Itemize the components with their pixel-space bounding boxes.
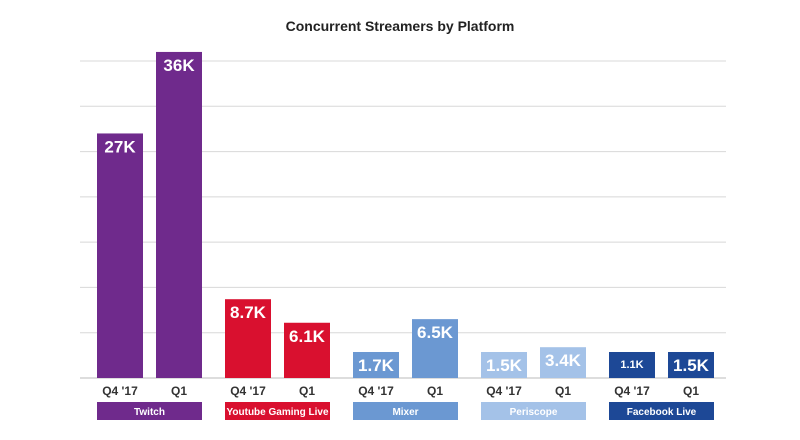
bar: [609, 352, 655, 378]
group-label-band: [97, 402, 202, 420]
x-tick-label: Q4 '17: [230, 384, 266, 398]
bar: [97, 133, 143, 378]
group-label-band: [609, 402, 714, 420]
group-label-band: [353, 402, 458, 420]
data-label: 1.7K: [358, 356, 395, 375]
data-label: 6.5K: [417, 323, 454, 342]
bar: [412, 319, 458, 378]
group-label: Facebook Live: [627, 407, 697, 418]
x-tick-label: Q4 '17: [102, 384, 138, 398]
x-tick-label: Q4 '17: [358, 384, 394, 398]
x-tick-label: Q1: [171, 384, 187, 398]
data-label: 1.5K: [673, 356, 710, 375]
group-label: Mixer: [392, 407, 418, 418]
data-label: 27K: [104, 137, 136, 156]
bar: [668, 352, 714, 378]
x-tick-label: Q1: [427, 384, 443, 398]
data-label: 3.4K: [545, 351, 582, 370]
bar: [353, 352, 399, 378]
x-tick-label: Q1: [683, 384, 699, 398]
group-label-band: [481, 402, 586, 420]
data-label: 36K: [163, 56, 195, 75]
data-label: 6.1K: [289, 327, 326, 346]
data-label: 1.5K: [486, 356, 523, 375]
bar: [284, 322, 330, 378]
x-tick-label: Q4 '17: [614, 384, 650, 398]
bar: [540, 347, 586, 378]
bar: [225, 299, 271, 378]
chart-title: Concurrent Streamers by Platform: [285, 18, 515, 34]
bar: [481, 352, 527, 378]
group-label: Youtube Gaming Live: [226, 407, 328, 418]
x-tick-label: Q1: [299, 384, 315, 398]
x-tick-label: Q4 '17: [486, 384, 522, 398]
group-label: Periscope: [510, 407, 558, 418]
data-label: 1.1K: [620, 359, 643, 371]
group-label: Twitch: [134, 407, 165, 418]
group-label-band: [225, 402, 330, 420]
bar: [156, 51, 202, 378]
x-tick-label: Q1: [555, 384, 571, 398]
data-label: 8.7K: [230, 303, 267, 322]
